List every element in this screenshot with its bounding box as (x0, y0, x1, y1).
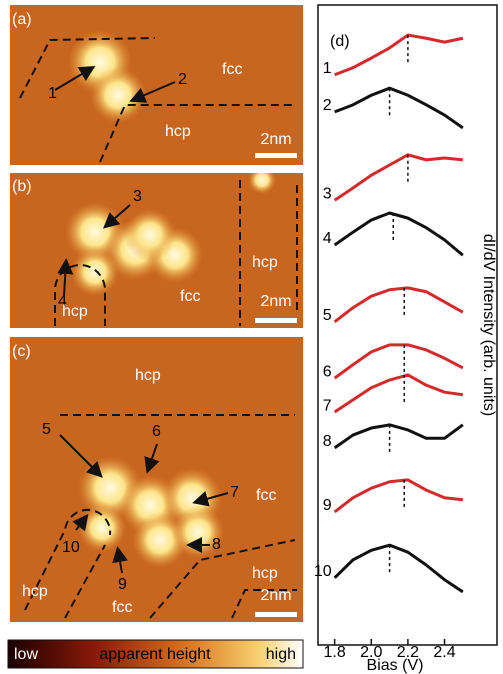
x-tick-label: 2.2 (397, 644, 419, 661)
region-label: fcc (222, 61, 242, 78)
series-label: 6 (323, 363, 332, 380)
panel-label: (c) (12, 343, 31, 360)
region-label: fcc (256, 487, 276, 504)
panel-label: (b) (12, 178, 32, 195)
region-label: hcp (62, 303, 88, 320)
x-axis-label: Bias (V) (367, 657, 424, 674)
panel-b (10, 173, 303, 328)
spectrum (333, 343, 464, 380)
plot-frame (317, 4, 498, 646)
annotation: 5 (42, 421, 51, 438)
x-tick-label: 2.0 (360, 644, 382, 661)
colorbar-title: apparent height (99, 646, 211, 663)
series-label: 3 (323, 185, 332, 202)
y-axis-label: dI/dV Intensity (arb. units) (480, 234, 497, 416)
series-label: 2 (323, 97, 332, 114)
x-tick-label: 1.8 (324, 644, 346, 661)
scale-bar-label: 2nm (260, 293, 291, 310)
spectrum (333, 153, 463, 202)
series-label: 5 (323, 307, 332, 324)
annotation: 10 (62, 539, 80, 556)
series-label: 10 (314, 563, 332, 580)
annotation: 2 (178, 71, 187, 88)
region-label: hcp (22, 583, 48, 600)
series-label: 7 (323, 397, 332, 414)
annotation: 9 (118, 576, 127, 593)
colorbar-low: low (14, 646, 38, 663)
scale-bar-label: 2nm (260, 587, 291, 604)
series-label: 8 (323, 433, 332, 450)
annotation: 1 (48, 85, 57, 102)
region-label: hcp (135, 367, 161, 384)
spectrum (333, 211, 464, 257)
panel-label: (d) (330, 33, 350, 50)
series-label: 1 (323, 60, 332, 77)
spectrum (333, 478, 463, 514)
series-label: 4 (323, 230, 332, 247)
annotation: 4 (58, 293, 67, 310)
panel-a (10, 5, 303, 165)
region-label: hcp (165, 123, 191, 140)
annotation: 8 (212, 536, 221, 553)
colorbar-high: high (266, 646, 296, 663)
spectrum (333, 423, 464, 450)
spectrum (334, 33, 464, 77)
series-label: 9 (323, 497, 332, 514)
region-label: hcp (252, 565, 278, 582)
annotation: 6 (152, 423, 161, 440)
spectrum (334, 86, 464, 130)
panel-label: (a) (12, 11, 32, 28)
spectra: 1.8 2.0 2.2 2.4 1 2 3 4 5 6 7 8 9 10 (314, 33, 464, 661)
scale-bar-label: 2nm (260, 131, 291, 148)
region-label: hcp (252, 254, 278, 271)
spectrum (333, 286, 464, 323)
region-label: fcc (180, 288, 200, 305)
spectrum (333, 373, 464, 414)
panel-c (10, 337, 303, 622)
spectrum (333, 543, 464, 594)
colorbar (7, 639, 304, 669)
region-label: fcc (112, 599, 132, 616)
x-tick-label: 2.4 (433, 644, 455, 661)
annotation: 7 (230, 484, 239, 501)
annotation: 3 (133, 188, 142, 205)
